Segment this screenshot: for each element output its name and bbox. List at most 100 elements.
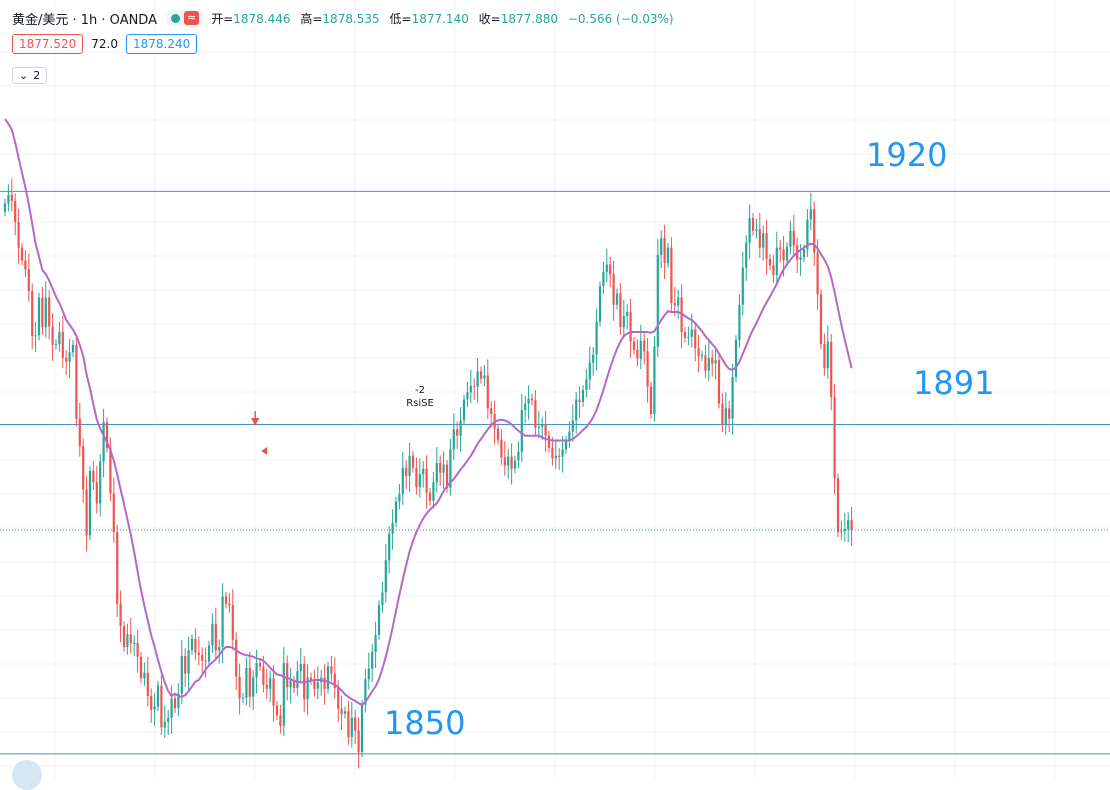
candle-body: [609, 264, 612, 275]
status-pill[interactable]: ≈: [166, 10, 204, 26]
candle-body: [360, 704, 364, 753]
candle-body: [762, 233, 765, 248]
candle-body: [418, 474, 421, 488]
candle-body: [316, 682, 319, 689]
candle-body: [575, 399, 578, 421]
candle-body: [751, 217, 755, 231]
candle-body: [537, 426, 540, 428]
candle-body: [204, 660, 207, 662]
candle-body: [700, 355, 704, 357]
ohlc-values: 开=1878.446 高=1878.535 低=1877.140 收=1877.…: [211, 10, 679, 27]
open-value: 1878.446: [233, 11, 291, 26]
candle-body: [551, 447, 554, 459]
candle-body: [592, 354, 595, 363]
candle-body: [823, 344, 826, 369]
candle-body: [439, 463, 442, 473]
candle-body: [299, 663, 302, 672]
candle-body: [442, 464, 445, 473]
indicator-collapse-button[interactable]: ⌄ 2: [12, 67, 48, 84]
candle-body: [830, 341, 833, 398]
candle-body: [432, 482, 435, 501]
close-key: 收=: [478, 11, 501, 26]
signal-value: -2: [415, 385, 425, 396]
candle-body: [197, 652, 200, 656]
candle-body: [394, 501, 398, 523]
candle-body: [282, 663, 285, 726]
candle-body: [473, 385, 476, 387]
symbol-title[interactable]: 黄金/美元 · 1h · OANDA: [12, 12, 157, 28]
chevron-down-icon: ⌄: [19, 69, 29, 82]
candle-body: [214, 623, 217, 651]
candle-body: [126, 634, 129, 648]
candle-body: [530, 398, 534, 401]
candle-body: [683, 332, 687, 338]
candle-body: [775, 247, 778, 275]
candle-body: [187, 650, 190, 674]
candle-body: [3, 203, 7, 212]
candle-body: [626, 311, 629, 316]
candle-body: [486, 375, 489, 409]
candle-body: [146, 672, 149, 697]
candle-body: [347, 711, 350, 738]
candle-body: [496, 428, 500, 440]
candle-body: [513, 460, 517, 469]
candle-body: [10, 194, 13, 202]
candle-body: [527, 398, 530, 404]
candle-body: [544, 424, 547, 436]
candle-body: [554, 455, 557, 459]
candle-body: [836, 478, 840, 533]
candle-body: [445, 464, 449, 488]
candle-body: [738, 304, 741, 341]
candle-body: [558, 455, 561, 457]
candle-body: [391, 522, 394, 534]
candle-body: [119, 603, 122, 627]
candle-body: [748, 217, 751, 243]
candle-body: [384, 560, 387, 593]
candle-body: [180, 655, 183, 694]
candle-body: [153, 706, 156, 710]
candle-body: [819, 294, 823, 345]
candle-body: [133, 643, 136, 645]
candle-body: [517, 451, 520, 461]
candle-body: [677, 297, 680, 306]
close-value: 1877.880: [500, 11, 558, 26]
candle-body: [136, 643, 139, 657]
candle-body: [221, 596, 224, 648]
candle-body: [245, 667, 248, 698]
candle-body: [646, 351, 649, 387]
candle-body: [697, 348, 700, 357]
sell-price-button[interactable]: 1877.520: [12, 34, 84, 54]
level-label-1891: 1891: [913, 364, 995, 402]
candle-body: [520, 409, 523, 452]
candle-body: [14, 201, 17, 222]
candle-body: [850, 520, 853, 530]
buy-price-button[interactable]: 1878.240: [125, 34, 198, 54]
candle-body: [500, 439, 503, 458]
candle-body: [619, 293, 622, 328]
candle-body: [833, 397, 836, 479]
candle-body: [724, 408, 727, 425]
candle-body: [160, 685, 163, 728]
candle-body: [622, 315, 625, 328]
candle-body: [816, 252, 819, 295]
high-key: 高=: [300, 11, 323, 26]
candle-body: [78, 418, 81, 447]
candle-body: [605, 264, 608, 272]
indicator-toggle-row: ⌄ 2: [12, 64, 48, 84]
indicator-count: 2: [33, 69, 41, 82]
candle-body: [765, 233, 768, 259]
candle-body: [129, 634, 132, 644]
tradingview-logo-icon: [12, 760, 42, 790]
candle-body: [139, 656, 143, 679]
signal-name: RsiSE: [406, 398, 434, 409]
candle-body: [364, 679, 367, 705]
level-label-1920: 1920: [866, 136, 948, 174]
candle-body: [388, 533, 391, 561]
candle-body: [799, 257, 802, 260]
candle-body: [85, 489, 88, 536]
candle-body: [75, 344, 78, 419]
candle-body: [524, 403, 527, 410]
candle-body: [405, 467, 408, 476]
candle-body: [809, 209, 812, 220]
